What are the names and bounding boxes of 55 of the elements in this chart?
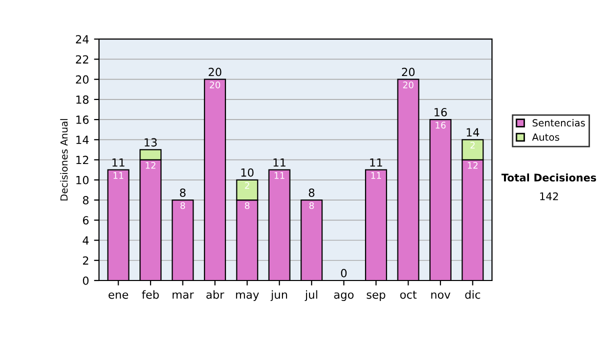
total-label: 11 (370, 158, 382, 167)
y-tick-label: 6 (82, 216, 89, 225)
data-label: 11 (274, 172, 284, 179)
y-axis-title: Decisiones Anual (60, 119, 68, 200)
x-tick-label: nov (431, 292, 450, 299)
y-tick-label: 10 (76, 176, 89, 184)
x-tick-label: may (236, 292, 259, 301)
data-label: 8 (309, 202, 314, 210)
y-tick-label: 2 (83, 256, 88, 265)
total-label: 13 (144, 138, 157, 147)
x-tick-label: jun (270, 290, 288, 301)
y-tick-label: 18 (76, 95, 89, 104)
x-tick-label: sep (366, 292, 386, 301)
x-tick-label: abr (206, 290, 224, 299)
data-label: 11 (371, 172, 381, 179)
x-tick-label: oct (400, 290, 417, 299)
total-label: 20 (208, 68, 222, 76)
x-tick-label: dic (465, 290, 480, 299)
x-tick-label: jul (304, 290, 318, 301)
y-tick-label: 12 (76, 156, 88, 164)
data-label: 8 (244, 202, 250, 210)
total-label: 14 (466, 128, 480, 136)
data-label: 16 (436, 122, 446, 129)
y-tick-label: 0 (82, 276, 89, 285)
legend-label: Autos (532, 134, 560, 141)
x-tick-label: ene (108, 292, 128, 299)
total-label: 0 (341, 268, 347, 278)
x-tick-label: ago (334, 292, 354, 301)
total-label: 8 (180, 188, 186, 197)
y-tick-label: 16 (76, 116, 89, 124)
y-tick-label: 20 (76, 75, 89, 84)
text: Total Decisiones (501, 173, 596, 182)
data-label: 8 (180, 202, 186, 210)
y-tick-label: 4 (82, 236, 89, 244)
total-label: 20 (402, 68, 415, 76)
data-label: 12 (468, 162, 478, 169)
total-label: 11 (112, 158, 124, 167)
y-tick-label: 24 (76, 35, 89, 44)
data-label: 2 (244, 182, 250, 189)
data-label: 11 (114, 172, 124, 179)
y-tick-label: 22 (76, 55, 88, 64)
total-label: 16 (434, 108, 447, 116)
data-label: 20 (210, 82, 220, 88)
legend-label: Sentencias (532, 118, 585, 127)
data-label: 2 (470, 142, 475, 149)
x-tick-label: feb (142, 290, 159, 299)
total-label: 11 (274, 158, 286, 167)
x-tick-label: mar (172, 292, 194, 299)
total-label: 10 (241, 168, 254, 177)
y-tick-label: 8 (82, 196, 89, 204)
text: 142 (540, 192, 558, 200)
data-label: 12 (146, 162, 156, 169)
data-label: 20 (403, 82, 414, 88)
y-tick-label: 14 (76, 136, 89, 144)
total-label: 8 (308, 188, 314, 197)
